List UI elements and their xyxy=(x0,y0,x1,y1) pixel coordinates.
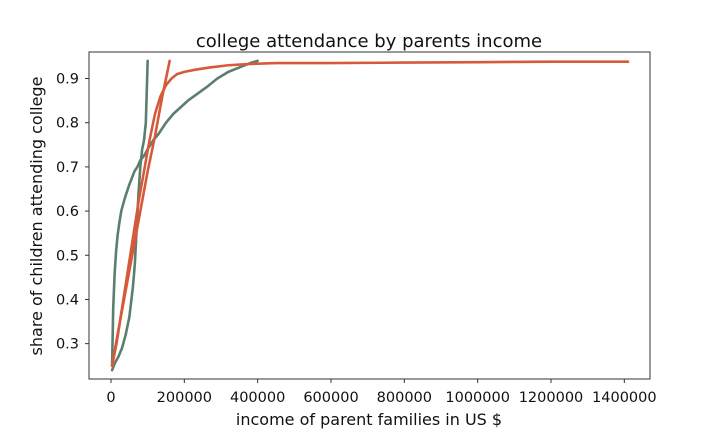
series-line-3 xyxy=(110,60,630,368)
chart-title: college attendance by parents income xyxy=(196,31,542,52)
series-line-1 xyxy=(110,59,149,372)
x-axis: 0 200000 400000 600000 800000 1000000 1200000 1… xyxy=(106,379,657,406)
series-line-0 xyxy=(110,59,259,368)
x-tick-label-1: 200000 xyxy=(157,390,212,406)
y-tick-label-2: 0.5 xyxy=(56,248,79,264)
x-tick-label-7: 1400000 xyxy=(592,390,657,406)
y-tick-label-3: 0.6 xyxy=(56,204,79,220)
x-tick-label-2: 400000 xyxy=(230,390,285,406)
y-tick-label-5: 0.8 xyxy=(56,116,79,132)
y-axis: 0.3 0.4 0.5 0.6 0.7 0.8 0.9 xyxy=(56,72,89,353)
y-tick-label-0: 0.3 xyxy=(56,337,79,353)
x-tick-label-0: 0 xyxy=(106,390,115,406)
plot-frame xyxy=(88,51,651,380)
y-tick-label-6: 0.9 xyxy=(56,72,79,88)
y-axis-label: share of children attending college xyxy=(27,77,46,356)
x-tick-label-5: 1000000 xyxy=(445,390,510,406)
x-tick-label-6: 1200000 xyxy=(519,390,584,406)
y-tick-label-1: 0.4 xyxy=(56,292,79,308)
x-tick-label-4: 800000 xyxy=(377,390,432,406)
x-axis-label: income of parent families in US $ xyxy=(236,410,502,429)
x-tick-label-3: 600000 xyxy=(303,390,358,406)
series-layer xyxy=(110,59,630,372)
y-tick-label-4: 0.7 xyxy=(56,160,79,176)
